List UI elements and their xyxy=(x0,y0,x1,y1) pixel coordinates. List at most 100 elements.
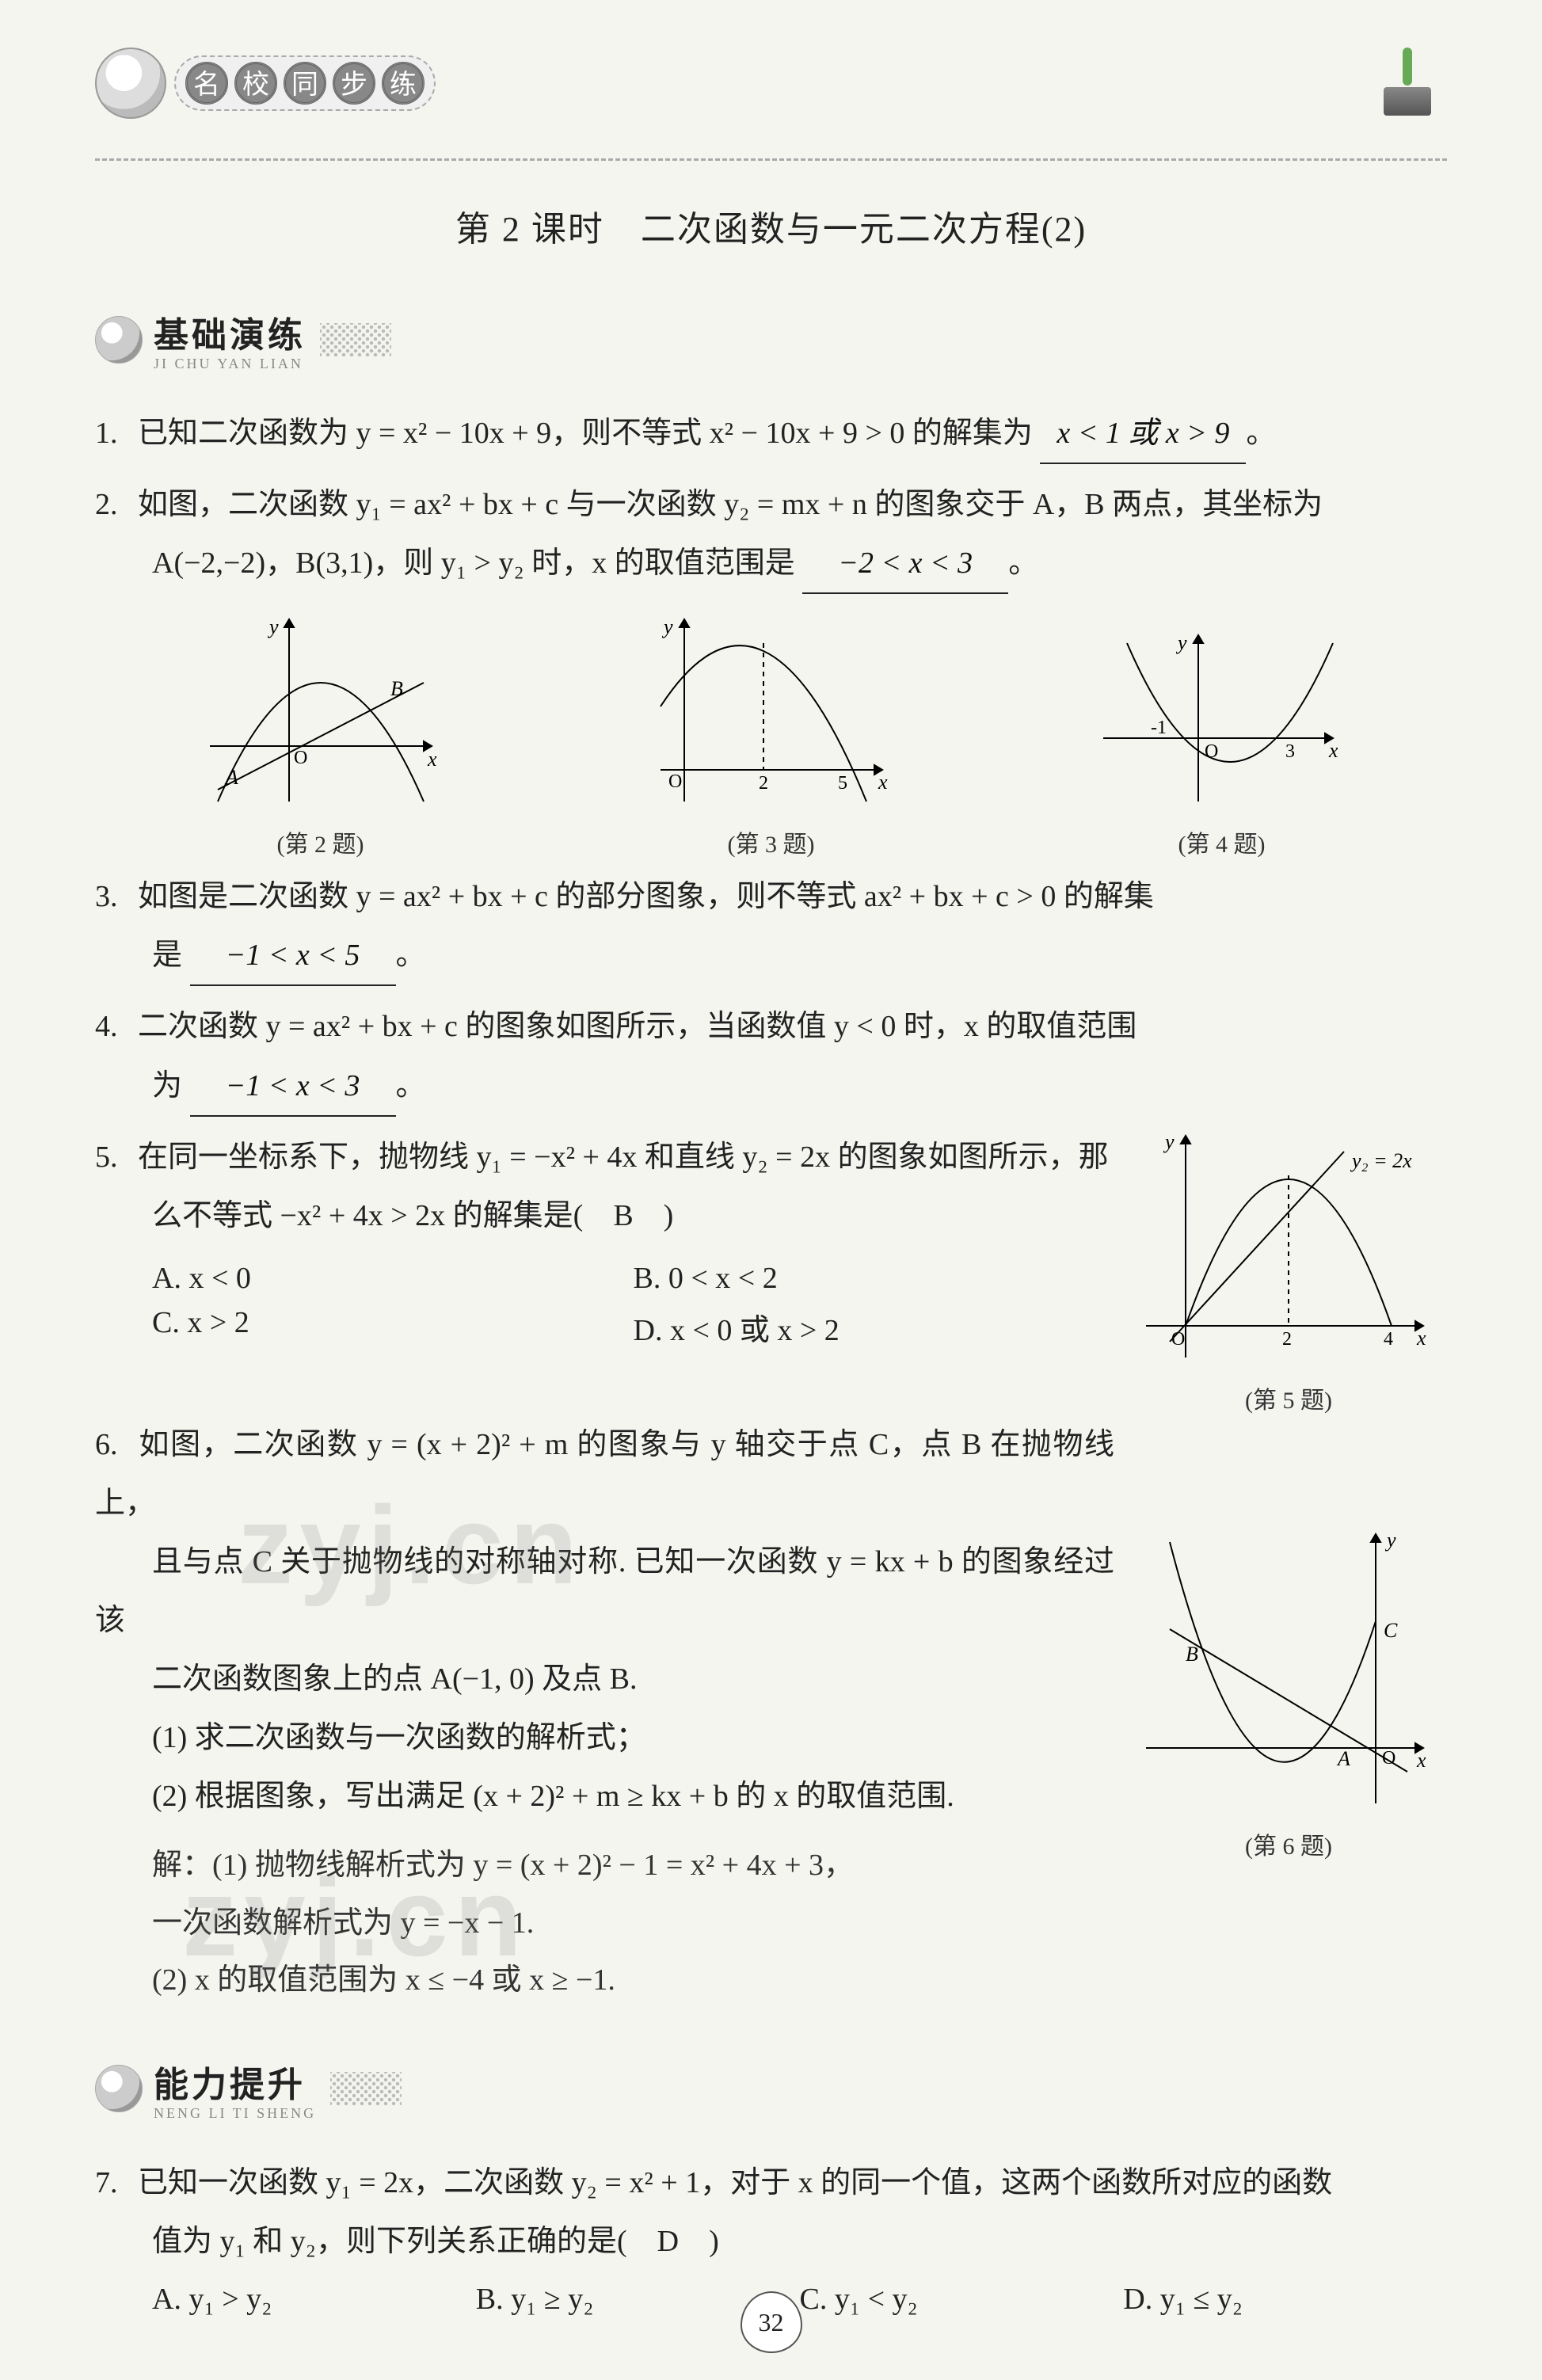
section-basic-pinyin: JI CHU YAN LIAN xyxy=(154,356,306,372)
solution-lead: 解： xyxy=(152,1849,212,1882)
svg-text:B: B xyxy=(1186,1643,1198,1666)
badge-char: 校 xyxy=(234,62,277,105)
problem-2: 2.如图，二次函数 y₁ = ax² + bx + c 与一次函数 y₂ = m… xyxy=(95,475,1447,594)
graph-6-svg: x y O A B C xyxy=(1138,1526,1439,1811)
mascot-icon xyxy=(95,48,166,119)
svg-text:x: x xyxy=(878,771,888,794)
graph-4-svg: x y O -1 3 xyxy=(1095,627,1349,809)
svg-text:y: y xyxy=(1163,1130,1175,1153)
problem-number: 1. xyxy=(95,404,138,463)
svg-text:y₂ = 2x: y₂ = 2x xyxy=(1350,1149,1412,1172)
svg-text:-1: -1 xyxy=(1151,718,1167,738)
badge-char: 练 xyxy=(382,62,425,105)
problem-5-options: A. x < 0 B. 0 < x < 2 C. x > 2 D. x < 0 … xyxy=(95,1256,1114,1354)
problem-1: 1.已知二次函数为 y = x² − 10x + 9，则不等式 x² − 10x… xyxy=(95,404,1447,464)
solution-line: (1) 抛物线解析式为 y = (x + 2)² − 1 = x² + 4x +… xyxy=(212,1849,854,1882)
section-advanced-pinyin: NENG LI TI SHENG xyxy=(154,2105,316,2122)
svg-text:O: O xyxy=(668,771,682,792)
figure-caption: (第 3 题) xyxy=(645,824,898,859)
problem-tail: 。 xyxy=(396,1069,426,1102)
problem-text: 在同一坐标系下，抛物线 y₁ = −x² + 4x 和直线 y₂ = 2x 的图… xyxy=(138,1140,1109,1174)
svg-text:x: x xyxy=(1328,739,1338,762)
problem-text: 如图是二次函数 y = ax² + bx + c 的部分图象，则不等式 ax² … xyxy=(138,880,1154,913)
svg-text:O: O xyxy=(1171,1329,1185,1350)
badge-char: 名 xyxy=(185,62,228,105)
problem-number: 3. xyxy=(95,867,138,926)
svg-text:x: x xyxy=(1416,1327,1426,1350)
problem-number: 7. xyxy=(95,2153,138,2212)
problem-text: 已知二次函数为 y = x² − 10x + 9，则不等式 x² − 10x +… xyxy=(138,417,1033,450)
solution: 解：(1) 抛物线解析式为 y = (x + 2)² − 1 = x² + 4x… xyxy=(95,1837,1114,2009)
dots-icon xyxy=(330,2072,402,2105)
dots-icon xyxy=(320,323,391,356)
option-b: B. 0 < x < 2 xyxy=(634,1261,1115,1296)
svg-text:A: A xyxy=(224,766,238,789)
svg-text:y: y xyxy=(661,615,673,638)
lesson-title: 第 2 课时 二次函数与一元二次方程(2) xyxy=(95,200,1447,251)
problem-5: 5.在同一坐标系下，抛物线 y₁ = −x² + 4x 和直线 y₂ = 2x … xyxy=(95,1128,1447,1415)
header-divider xyxy=(95,158,1447,161)
problem-text: 二次函数 y = ax² + bx + c 的图象如图所示，当函数值 y < 0… xyxy=(138,1010,1137,1043)
problem-7: 7.已知一次函数 y₁ = 2x，二次函数 y₂ = x² + 1，对于 x 的… xyxy=(95,2153,1447,2271)
svg-text:5: 5 xyxy=(838,773,847,794)
problem-text: 为 xyxy=(95,1069,182,1102)
badge-char: 步 xyxy=(333,62,375,105)
svg-text:3: 3 xyxy=(1285,741,1295,762)
option-a: A. x < 0 xyxy=(152,1261,634,1296)
problem-tail: 。 xyxy=(396,939,426,972)
problem-text: 且与点 C 关于抛物线的对称轴对称. 已知一次函数 y = kx + b 的图象… xyxy=(95,1545,1114,1637)
svg-text:y: y xyxy=(1175,631,1187,654)
problem-text: 已知一次函数 y₁ = 2x，二次函数 y₂ = x² + 1，对于 x 的同一… xyxy=(138,2166,1332,2199)
problem-6: 6.如图，二次函数 y = (x + 2)² + m 的图象与 y 轴交于点 C… xyxy=(95,1415,1447,2009)
svg-text:y: y xyxy=(267,615,279,638)
problem-tail: 。 xyxy=(1246,417,1276,450)
svg-text:O: O xyxy=(294,748,307,768)
section-advanced-title: 能力提升 xyxy=(154,2056,316,2107)
page-number: 32 xyxy=(741,2291,802,2353)
answer-blank: −2 < x < 3 xyxy=(802,534,1008,594)
problem-sub: (1) 求二次函数与一次函数的解析式； xyxy=(95,1721,646,1754)
problem-number: 6. xyxy=(95,1415,138,1474)
section-icon xyxy=(95,2065,143,2112)
answer-blank: −1 < x < 3 xyxy=(190,1057,396,1117)
graph-5-svg: x y O 2 4 y₂ = 2x xyxy=(1138,1128,1439,1365)
figure-4: x y O -1 3 (第 4 题) xyxy=(1095,627,1349,859)
solution-line: 一次函数解析式为 y = −x − 1. xyxy=(152,1906,534,1940)
svg-text:A: A xyxy=(1336,1747,1350,1770)
svg-text:4: 4 xyxy=(1384,1329,1393,1350)
figure-caption: (第 4 题) xyxy=(1095,824,1349,859)
figure-caption: (第 2 题) xyxy=(194,824,447,859)
page-header: 名 校 同 步 练 xyxy=(95,48,1447,119)
problem-tail: 。 xyxy=(1008,546,1038,580)
svg-text:y: y xyxy=(1384,1529,1396,1552)
problem-number: 4. xyxy=(95,997,138,1056)
svg-text:2: 2 xyxy=(1282,1329,1292,1350)
svg-text:B: B xyxy=(390,677,403,700)
problem-4: 4.二次函数 y = ax² + bx + c 的图象如图所示，当函数值 y <… xyxy=(95,997,1447,1116)
problem-5-text: 5.在同一坐标系下，抛物线 y₁ = −x² + 4x 和直线 y₂ = 2x … xyxy=(95,1128,1114,1245)
figure-3: x y O 2 5 (第 3 题) xyxy=(645,611,898,859)
svg-text:x: x xyxy=(427,748,437,771)
problem-text: 二次函数图象上的点 A(−1, 0) 及点 B. xyxy=(95,1662,638,1696)
plant-icon xyxy=(1368,48,1447,127)
figure-row: x y O A B (第 2 题) x y O 2 5 (第 3 题) xyxy=(95,611,1447,859)
figure-caption: (第 5 题) xyxy=(1130,1380,1447,1415)
problem-sub: (2) 根据图象，写出满足 (x + 2)² + m ≥ kx + b 的 x … xyxy=(95,1780,954,1813)
svg-text:2: 2 xyxy=(759,773,768,794)
problem-text: 如图，二次函数 y₁ = ax² + bx + c 与一次函数 y₂ = mx … xyxy=(138,488,1323,521)
svg-text:C: C xyxy=(1384,1619,1398,1642)
answer-blank: −1 < x < 5 xyxy=(190,926,396,986)
section-basic-header: 基础演练 JI CHU YAN LIAN xyxy=(95,307,1447,372)
problem-text: 是 xyxy=(95,939,182,972)
option-d: D. x < 0 或 x > 2 xyxy=(634,1305,1115,1349)
problem-text: 么不等式 −x² + 4x > 2x 的解集是( B ) xyxy=(95,1199,673,1232)
section-basic-title: 基础演练 xyxy=(154,307,306,357)
option-c: C. x > 2 xyxy=(152,1305,634,1349)
badge-char: 同 xyxy=(284,62,326,105)
option-d: D. y₁ ≤ y₂ xyxy=(1123,2282,1447,2317)
answer-blank: x < 1 或 x > 9 xyxy=(1040,404,1246,464)
option-a: A. y₁ > y₂ xyxy=(152,2282,476,2317)
option-c: C. y₁ < y₂ xyxy=(800,2282,1124,2317)
problem-text: A(−2,−2)，B(3,1)，则 y₁ > y₂ 时，x 的取值范围是 xyxy=(95,546,795,580)
figure-2: x y O A B (第 2 题) xyxy=(194,611,447,859)
